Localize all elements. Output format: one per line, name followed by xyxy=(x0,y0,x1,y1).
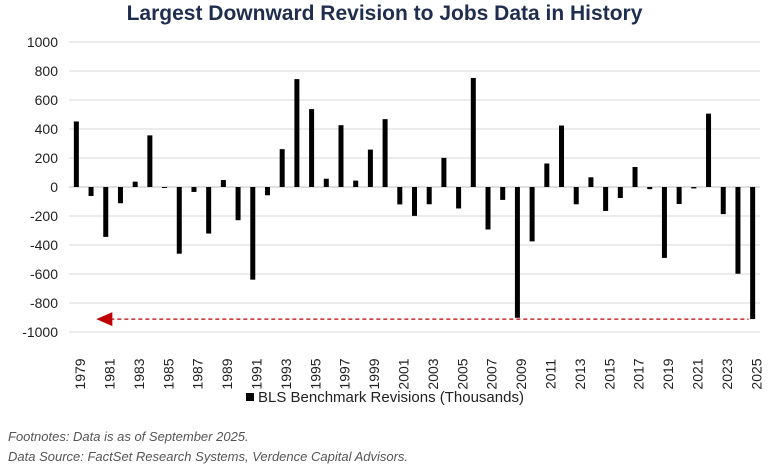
bar-2008 xyxy=(500,187,506,200)
bar-1979 xyxy=(73,121,79,187)
bar-1984 xyxy=(147,135,153,187)
x-tick-label: 2017 xyxy=(631,358,647,389)
bar-1991 xyxy=(250,187,256,280)
bar-2010 xyxy=(529,187,535,242)
x-tick-label: 2021 xyxy=(690,358,706,389)
bar-2024 xyxy=(735,187,741,274)
y-tick-label: -1000 xyxy=(22,324,58,340)
legend-label: BLS Benchmark Revisions (Thousands) xyxy=(258,389,524,406)
footnote: Footnotes: Data is as of September 2025. xyxy=(8,429,249,444)
bar-1983 xyxy=(132,181,138,187)
y-tick-label: 200 xyxy=(35,150,59,166)
y-tick-label: -400 xyxy=(30,237,58,253)
x-tick-label: 1989 xyxy=(219,358,235,389)
bar-1998 xyxy=(353,180,359,187)
x-tick-label: 1991 xyxy=(248,358,264,389)
bar-2001 xyxy=(397,187,403,205)
bar-2022 xyxy=(706,113,712,187)
bar-2011 xyxy=(544,163,550,187)
bar-2016 xyxy=(617,187,623,199)
gridlines xyxy=(69,41,760,333)
chart-title: Largest Downward Revision to Jobs Data i… xyxy=(126,2,643,25)
x-tick-label: 1985 xyxy=(160,358,176,389)
bar-1990 xyxy=(235,187,241,221)
x-tick-label: 2003 xyxy=(425,358,441,389)
x-tick-label: 2025 xyxy=(748,358,764,389)
x-axis-labels: 1979 1981 1983 1985 1987 1989 1991 1993 1995 1997… xyxy=(72,358,764,389)
bar-1980 xyxy=(88,187,94,196)
bar-1985 xyxy=(162,187,168,188)
annotation-arrowhead xyxy=(96,312,113,327)
y-tick-label: 1000 xyxy=(27,34,58,50)
bar-2007 xyxy=(485,187,491,230)
bar-1989 xyxy=(220,180,226,187)
bar-2004 xyxy=(441,157,447,187)
bar-2006 xyxy=(470,77,476,187)
bar-1997 xyxy=(338,125,344,187)
bar-2002 xyxy=(412,187,417,216)
bar-chart: 1000 800 600 400 200 0 -200 -400 -600 -800 -1000 1… xyxy=(22,34,764,406)
bar-1992 xyxy=(264,187,270,196)
y-tick-label: 0 xyxy=(50,179,58,195)
bar-2017 xyxy=(632,166,638,187)
x-tick-label: 1997 xyxy=(337,358,353,389)
bar-2013 xyxy=(573,187,579,205)
bar-2003 xyxy=(426,187,432,205)
bar-1987 xyxy=(191,187,197,192)
bar-2000 xyxy=(382,119,388,187)
y-tick-label: -200 xyxy=(30,208,58,224)
bar-1988 xyxy=(206,187,212,234)
x-tick-label: 1999 xyxy=(366,358,382,389)
bar-2012 xyxy=(559,125,565,187)
x-tick-label: 2015 xyxy=(601,358,617,389)
y-tick-label: 800 xyxy=(35,63,59,79)
bar-2014 xyxy=(588,177,594,187)
x-tick-label: 2019 xyxy=(660,358,676,389)
x-tick-label: 2013 xyxy=(572,358,588,389)
y-tick-label: 400 xyxy=(35,121,59,137)
x-tick-label: 1993 xyxy=(278,358,294,389)
y-tick-label: 600 xyxy=(35,92,59,108)
bar-2021 xyxy=(691,187,697,189)
bar-2020 xyxy=(676,187,682,204)
legend: BLS Benchmark Revisions (Thousands) xyxy=(246,389,524,406)
bar-1982 xyxy=(117,187,123,204)
x-tick-label: 2011 xyxy=(543,359,559,389)
bar-1993 xyxy=(279,149,285,187)
bar-1994 xyxy=(294,79,300,187)
bars xyxy=(73,77,756,320)
annotation-arrow xyxy=(96,312,749,327)
x-tick-label: 2001 xyxy=(396,358,412,389)
x-tick-label: 2009 xyxy=(513,358,529,389)
bar-2018 xyxy=(647,187,653,190)
x-tick-label: 1979 xyxy=(72,358,88,389)
legend-swatch xyxy=(246,393,254,401)
bar-1999 xyxy=(367,149,373,187)
y-axis-labels: 1000 800 600 400 200 0 -200 -400 -600 -800 -1000 xyxy=(22,34,58,340)
y-tick-label: -600 xyxy=(30,266,58,282)
bar-2019 xyxy=(661,187,667,258)
data-source: Data Source: FactSet Research Systems, V… xyxy=(8,449,409,464)
bar-1986 xyxy=(176,187,182,254)
bar-1981 xyxy=(103,187,109,237)
y-tick-label: -800 xyxy=(30,295,58,311)
x-tick-label: 1983 xyxy=(131,358,147,389)
bar-2005 xyxy=(456,187,462,209)
x-tick-label: 2023 xyxy=(719,358,735,389)
bar-2023 xyxy=(720,187,726,215)
x-tick-label: 1995 xyxy=(307,358,323,389)
bar-1995 xyxy=(309,109,315,187)
x-tick-label: 1987 xyxy=(190,358,206,389)
x-tick-label: 2005 xyxy=(454,358,470,389)
x-tick-label: 1981 xyxy=(101,358,117,389)
x-tick-label: 2007 xyxy=(484,358,500,389)
bar-1996 xyxy=(323,178,329,187)
bar-2025 xyxy=(750,187,756,320)
bar-2009 xyxy=(514,187,520,318)
bar-2015 xyxy=(603,187,609,211)
